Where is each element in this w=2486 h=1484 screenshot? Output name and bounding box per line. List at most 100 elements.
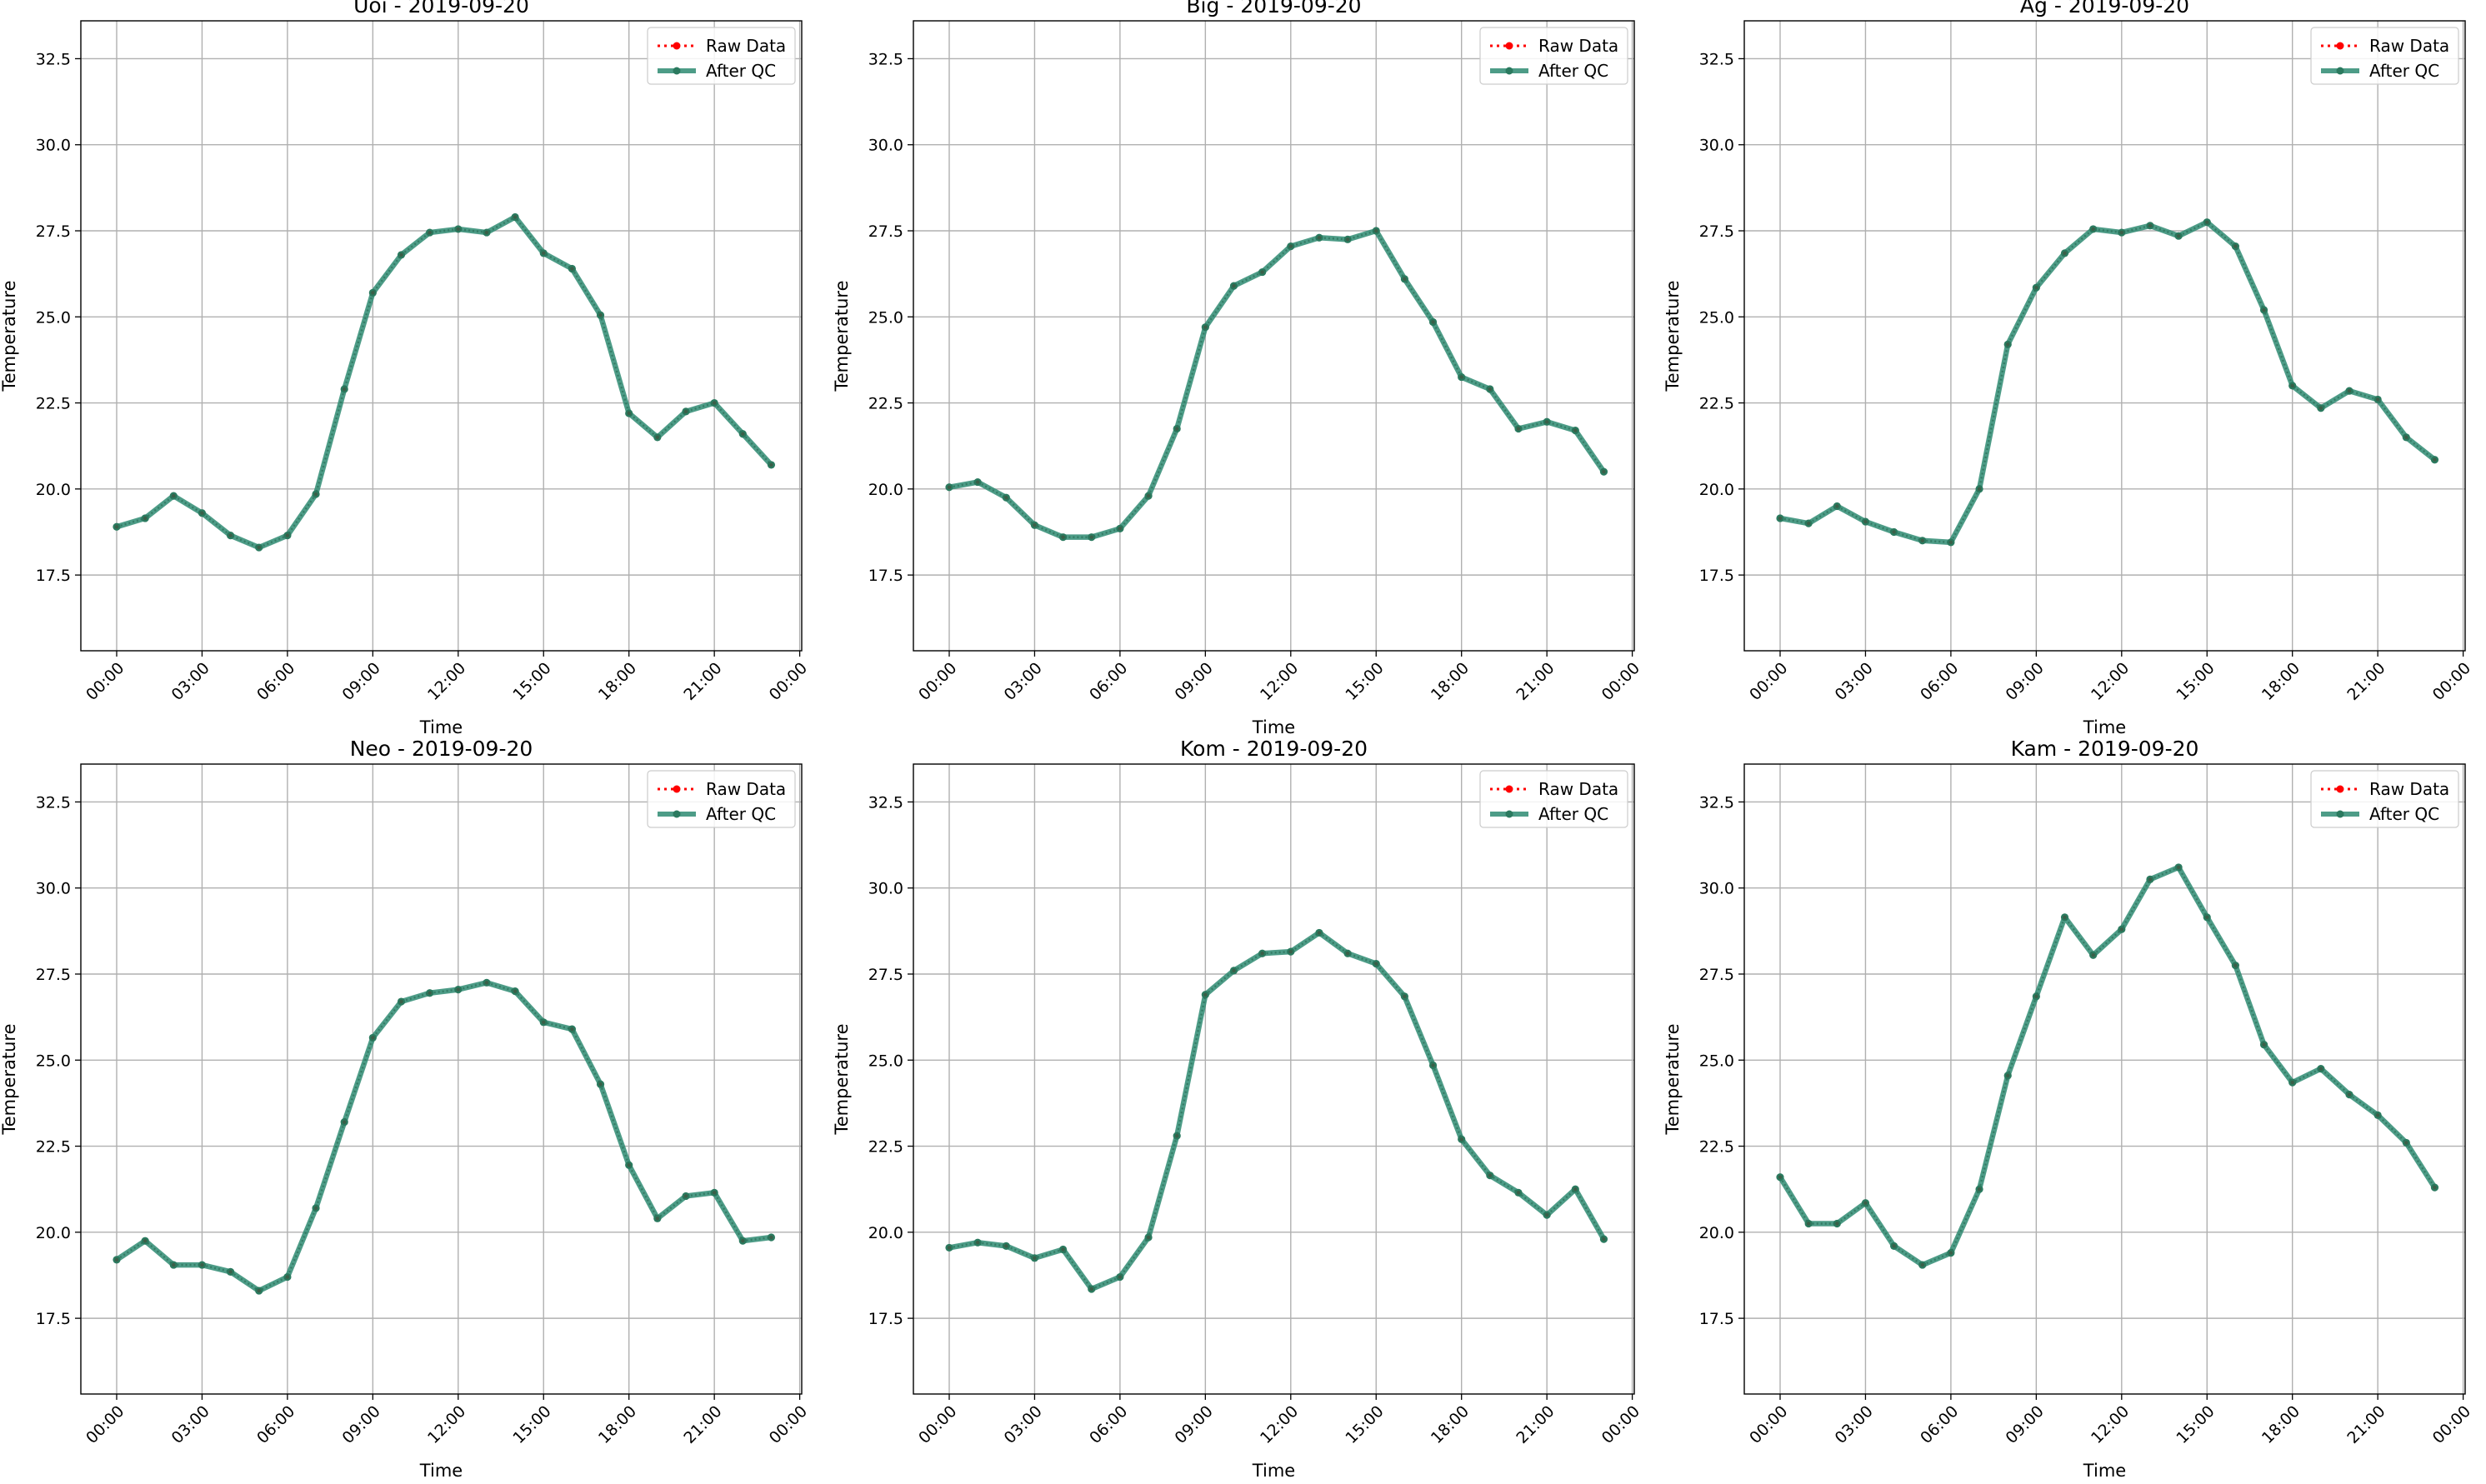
legend-qc-marker <box>1505 810 1513 818</box>
raw-data-point <box>655 1217 660 1221</box>
legend-raw-label: Raw Data <box>1538 779 1618 799</box>
y-tick-label: 27.5 <box>36 966 71 984</box>
raw-data-point <box>2233 244 2238 248</box>
y-tick-label: 25.0 <box>36 1052 71 1070</box>
raw-data-point <box>428 230 432 235</box>
x-tick-label: 03:00 <box>168 1402 213 1447</box>
y-tick-label: 30.0 <box>1699 137 1734 155</box>
legend-raw-marker <box>1505 785 1513 793</box>
raw-data-point <box>2375 397 2380 402</box>
raw-data-point <box>2318 1067 2323 1071</box>
x-tick-label: 09:00 <box>2003 659 2048 704</box>
raw-data-point <box>712 1191 717 1195</box>
raw-data-point <box>1488 387 1493 392</box>
y-tick-label: 17.5 <box>868 1310 903 1328</box>
raw-data-line <box>1779 221 2436 544</box>
raw-data-point <box>1835 1222 1839 1226</box>
legend: Raw Data After QC <box>647 27 796 85</box>
raw-data-point <box>2063 915 2067 920</box>
raw-data-point <box>1573 1187 1578 1192</box>
y-tick-label: 17.5 <box>1699 567 1734 585</box>
y-tick-label: 20.0 <box>1699 481 1734 499</box>
y-tick-label: 25.0 <box>868 1052 903 1070</box>
raw-data-point <box>1602 1237 1606 1242</box>
legend-qc-marker <box>673 67 681 75</box>
legend-raw-marker <box>1505 42 1513 50</box>
raw-data-point <box>1778 516 1783 521</box>
raw-data-point <box>285 533 290 537</box>
x-tick-label: 09:00 <box>1172 1402 1217 1447</box>
raw-data-point <box>655 435 660 440</box>
raw-data-point <box>1544 420 1549 424</box>
raw-data-point <box>484 230 489 235</box>
axes-frame <box>1743 763 2466 1395</box>
y-tick-label: 32.5 <box>36 793 71 812</box>
raw-data-point <box>1317 931 1322 935</box>
x-tick-label: 09:00 <box>2003 1402 2048 1447</box>
raw-data-point <box>1089 535 1093 539</box>
x-axis-label: Time <box>2083 1461 2126 1481</box>
raw-data-point <box>2034 285 2038 290</box>
raw-data-point <box>570 1027 574 1032</box>
y-tick-label: 20.0 <box>36 481 71 499</box>
after-qc-line <box>948 227 1607 540</box>
legend-qc-marker <box>2336 67 2344 75</box>
raw-data-point <box>371 291 375 295</box>
legend-raw-label: Raw Data <box>1538 36 1618 56</box>
x-tick-label: 18:00 <box>2258 1402 2303 1447</box>
after-qc-line <box>115 980 772 1294</box>
raw-data-point <box>1948 1251 1953 1255</box>
raw-data-point <box>975 480 980 484</box>
raw-data-point <box>1488 1173 1493 1177</box>
raw-data-point <box>1260 952 1264 956</box>
y-tick-label: 32.5 <box>1699 793 1734 812</box>
raw-data-point <box>2119 927 2123 932</box>
y-tick-label: 32.5 <box>36 50 71 68</box>
raw-data-point <box>1459 375 1463 379</box>
x-tick-label: 18:00 <box>595 659 640 704</box>
panel-title: Neo - 2019-09-20 <box>350 737 533 761</box>
raw-data-point <box>2063 251 2067 256</box>
panel-title: Ag - 2019-09-20 <box>2020 0 2189 17</box>
raw-data-point <box>2433 457 2437 462</box>
raw-data-point <box>683 1194 688 1198</box>
raw-data-point <box>2176 233 2181 238</box>
y-axis-label: Temperature <box>1663 1023 1683 1135</box>
raw-data-point <box>1863 519 1868 524</box>
x-tick-label: 03:00 <box>1001 1402 1046 1447</box>
raw-data-point <box>2006 1073 2010 1078</box>
x-tick-label: 00:00 <box>1746 659 1791 704</box>
y-tick-label: 30.0 <box>868 880 903 898</box>
x-tick-label: 15:00 <box>2173 659 2218 704</box>
x-tick-label: 12:00 <box>2088 659 2133 704</box>
x-tick-label: 18:00 <box>2258 659 2303 704</box>
axes-frame <box>913 763 1635 1395</box>
raw-data-point <box>200 511 204 515</box>
raw-data-point <box>769 1235 773 1240</box>
raw-data-point <box>741 432 745 436</box>
raw-data-point <box>947 485 952 489</box>
raw-data-point <box>2233 963 2238 967</box>
raw-data-point <box>1146 493 1151 498</box>
raw-data-point <box>1863 1201 1868 1205</box>
y-tick-label: 22.5 <box>868 395 903 413</box>
legend-raw-label: Raw Data <box>706 36 786 56</box>
raw-data-point <box>1288 244 1293 248</box>
legend: Raw Data After QC <box>2310 27 2459 85</box>
raw-data-point <box>257 545 261 550</box>
raw-data-point <box>598 313 603 317</box>
x-tick-label: 15:00 <box>1342 1402 1387 1447</box>
raw-data-point <box>484 981 489 985</box>
x-tick-label: 21:00 <box>2343 1402 2388 1447</box>
x-tick-label: 09:00 <box>339 1402 384 1447</box>
y-tick-label: 20.0 <box>1699 1224 1734 1242</box>
raw-data-point <box>1288 949 1293 954</box>
axes-frame <box>913 20 1635 652</box>
x-tick-label: 21:00 <box>680 1402 725 1447</box>
raw-data-point <box>1004 1244 1008 1248</box>
y-tick-label: 17.5 <box>36 567 71 585</box>
y-tick-label: 30.0 <box>868 137 903 155</box>
legend-raw-label: Raw Data <box>2369 779 2449 799</box>
x-tick-label: 00:00 <box>83 1402 128 1447</box>
raw-data-point <box>2148 877 2153 882</box>
